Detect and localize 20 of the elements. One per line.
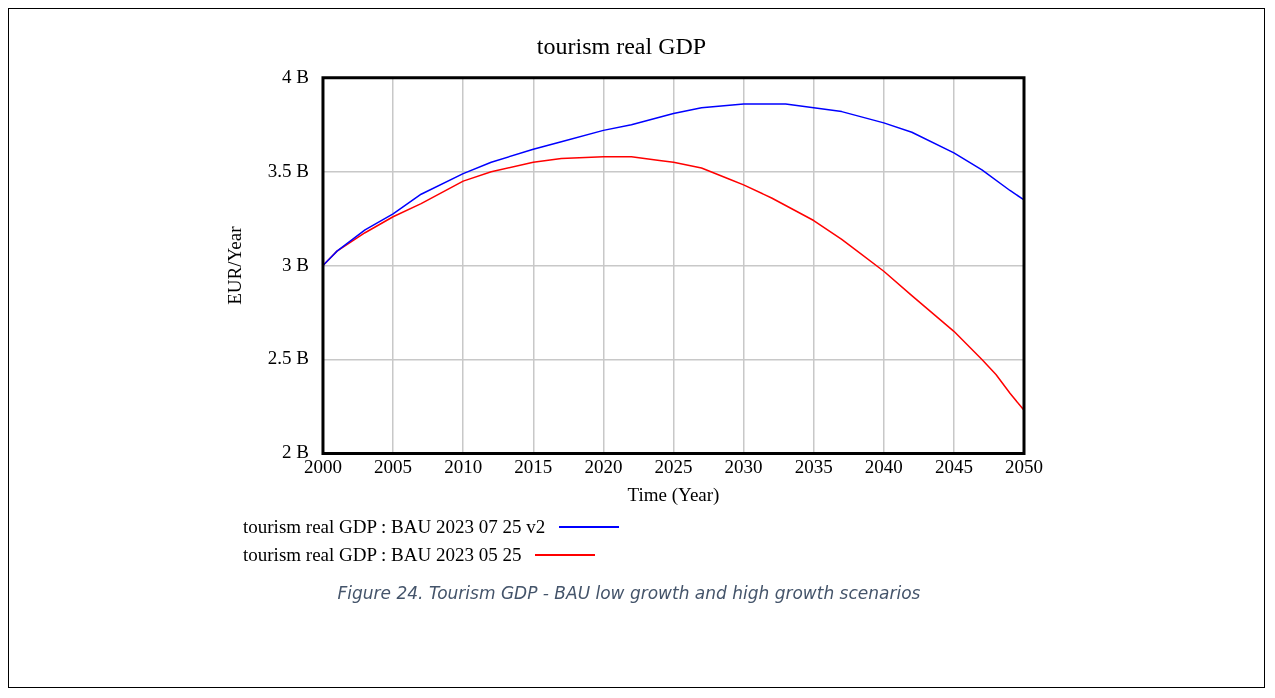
x-tick-label: 2045: [934, 455, 973, 477]
legend-label: tourism real GDP : BAU 2023 07 25 v2: [243, 515, 546, 539]
x-tick-label: 2015: [514, 455, 553, 477]
x-tick-label: 2050: [1005, 455, 1043, 477]
y-axis-title: EUR/Year: [224, 225, 246, 305]
y-tick-label: 3 B: [282, 253, 309, 275]
caption: Figure 24. Tourism GDP - BAU low growth and high growth scenarios: [336, 583, 922, 603]
x-tick-label: 2005: [374, 455, 413, 477]
x-axis-title: Time (Year): [627, 483, 720, 506]
y-tick-label: 3.5 B: [267, 159, 309, 181]
x-tick-label: 2025: [654, 455, 693, 477]
y-tick-label: 2.5 B: [267, 347, 309, 369]
y-tick-label: 4 B: [282, 65, 309, 87]
legend-label: tourism real GDP : BAU 2023 05 25: [243, 543, 522, 567]
x-tick-label: 2010: [444, 455, 483, 477]
chart-title: tourism real GDP: [536, 32, 707, 59]
x-tick-label: 2040: [864, 455, 903, 477]
x-tick-label: 2030: [724, 455, 763, 477]
x-tick-label: 2035: [794, 455, 833, 477]
x-tick-label: 2020: [584, 455, 623, 477]
